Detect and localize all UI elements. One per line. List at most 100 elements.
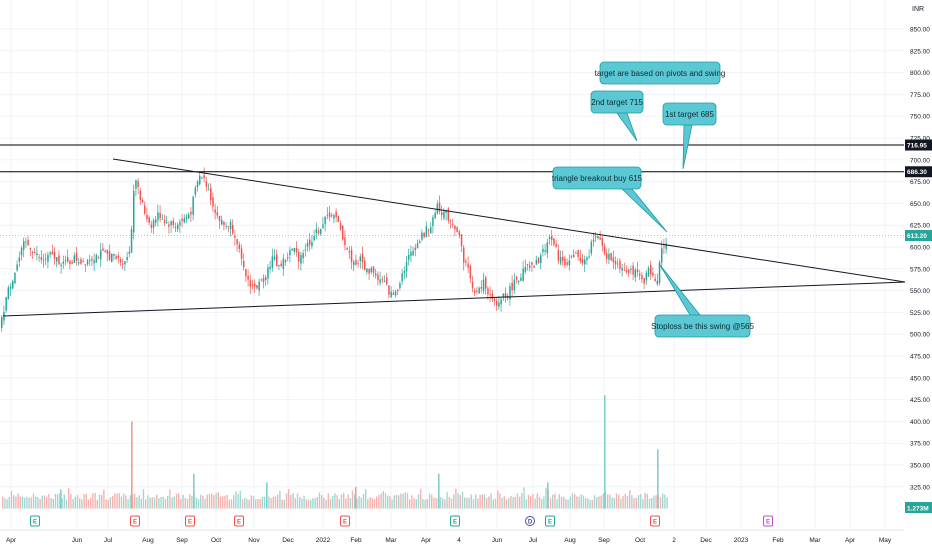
volume-bar: [68, 488, 70, 509]
candle-body: [566, 262, 568, 265]
candle-body: [89, 259, 91, 261]
volume-bar: [305, 499, 307, 509]
volume-bar: [560, 496, 563, 509]
candle-body: [185, 216, 188, 219]
candle-body: [465, 261, 467, 263]
volume-bar: [340, 494, 343, 509]
candle-body: [562, 256, 564, 261]
candle-body: [403, 270, 406, 274]
volume-bar: [186, 498, 189, 509]
price-tick-label: 500.00: [910, 332, 930, 339]
candle-body: [157, 212, 159, 221]
volume-bar: [272, 496, 274, 509]
candle-body: [614, 260, 617, 265]
volume-bar: [406, 493, 409, 509]
candle-body: [366, 268, 368, 273]
candle-body: [579, 257, 582, 262]
candle-body: [47, 254, 49, 262]
candle-body: [489, 294, 491, 296]
volume-bar: [87, 499, 90, 509]
candle-body: [570, 256, 573, 258]
volume-bar: [497, 490, 499, 509]
volume-bar: [558, 494, 560, 509]
earnings-marker-shape: [450, 515, 460, 527]
candle-body: [251, 284, 254, 286]
candle-body: [581, 259, 584, 264]
candle-body: [45, 258, 47, 260]
event-marker-E: E: [234, 515, 244, 527]
event-marker-E: E: [650, 515, 660, 527]
volume-bar: [299, 496, 301, 509]
callout-text: triangle breakout buy 615: [552, 174, 643, 183]
volume-bar: [301, 498, 303, 509]
volume-bar: [61, 498, 63, 509]
candle-body: [232, 224, 234, 234]
candle-body: [67, 257, 69, 262]
candle-body: [267, 267, 269, 279]
candle-body: [656, 280, 659, 285]
volume-bar: [585, 498, 587, 509]
annotation-callout: 1st target 685: [662, 102, 717, 170]
candle-body: [155, 219, 157, 223]
volume-bar: [85, 493, 87, 509]
candle-body: [139, 190, 142, 201]
candle-body: [293, 248, 296, 252]
candle-body: [511, 282, 513, 291]
candle-body: [203, 175, 205, 179]
volume-bar: [569, 496, 571, 509]
candle-body: [423, 232, 425, 237]
time-tick-label: Jul: [104, 537, 113, 544]
candle-body: [408, 254, 410, 260]
candle-body: [524, 266, 527, 272]
volume-bar: [83, 494, 85, 509]
callout-text: 2nd target 715: [591, 98, 643, 107]
volume-bar: [637, 495, 640, 509]
candle-body: [236, 239, 238, 245]
candle-body: [265, 277, 267, 280]
time-tick-label: Aug: [142, 537, 154, 544]
candle-body: [526, 264, 529, 266]
candle-body: [608, 253, 610, 260]
candle-body: [243, 261, 245, 268]
volume-bar: [138, 495, 140, 509]
volume-bar: [134, 493, 136, 509]
candle-body: [331, 215, 333, 217]
candle-body: [493, 299, 496, 301]
callout-text: Stoploss be this swing @565: [651, 322, 754, 331]
volume-bar: [175, 493, 178, 509]
candle-body: [421, 232, 423, 240]
volume-bar: [349, 498, 351, 509]
volume-bar: [112, 496, 114, 509]
volume-bar: [543, 496, 545, 509]
candle-body: [199, 175, 201, 185]
candle-body: [14, 272, 16, 284]
volume-bar: [131, 421, 133, 509]
volume-bar: [65, 499, 68, 509]
callout-box: [552, 166, 642, 190]
volume-bar: [490, 493, 492, 509]
candle-body: [663, 246, 665, 248]
volume-bar: [576, 496, 578, 509]
price-tick-label: 475.00: [910, 354, 930, 361]
candle-body: [443, 211, 445, 219]
time-tick-label: 2: [672, 537, 676, 544]
candle-body: [537, 257, 540, 264]
candle-body: [146, 214, 148, 220]
candle-body: [188, 214, 190, 219]
volume-bar: [582, 495, 585, 509]
candle-body: [194, 187, 197, 195]
candle-body: [320, 229, 322, 234]
volume-bar: [193, 473, 195, 509]
volume-bar: [367, 499, 369, 509]
candle-body: [113, 253, 115, 256]
callout-text: 1st target 685: [665, 110, 714, 119]
volume-bar: [294, 498, 296, 509]
candle-body: [647, 267, 650, 277]
candle-body: [617, 263, 619, 265]
event-marker-E: E: [130, 515, 140, 527]
candle-body: [192, 196, 194, 215]
volume-bar: [325, 499, 327, 509]
candle-body: [436, 204, 439, 214]
volume-bar: [303, 495, 305, 509]
